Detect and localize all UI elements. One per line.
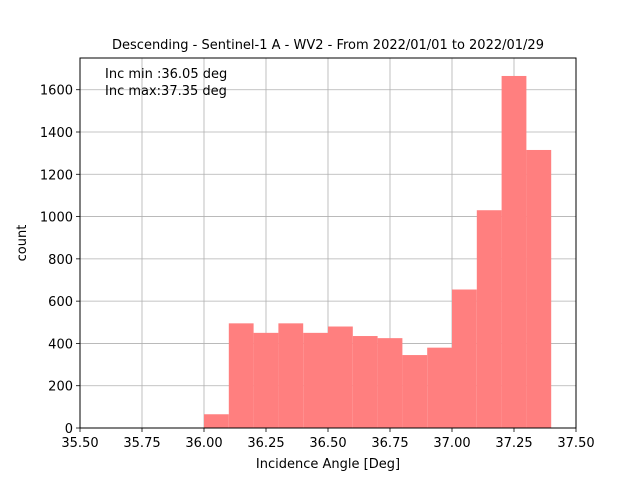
histogram-bar — [427, 347, 452, 428]
histogram-bar — [278, 323, 304, 428]
y-tick-label: 400 — [48, 337, 73, 352]
x-tick-label: 37.25 — [495, 436, 532, 451]
x-tick-label: 36.25 — [247, 436, 284, 451]
annotation-inc-max: Inc max:37.35 deg — [105, 84, 227, 99]
chart-title: Descending - Sentinel-1 A - WV2 - From 2… — [112, 38, 544, 53]
y-tick-label: 1200 — [40, 168, 73, 183]
histogram-bar — [228, 323, 254, 428]
histogram-bars — [204, 75, 552, 428]
histogram-bar — [352, 336, 378, 428]
x-tick-label: 35.75 — [123, 436, 160, 451]
y-tick-label: 1400 — [40, 126, 73, 141]
y-tick-label: 800 — [48, 253, 73, 268]
histogram-bar — [204, 414, 229, 428]
y-axis-ticks: 0 200 400 600 800 1000 1200 1400 1600 — [40, 84, 80, 437]
y-axis-label: count — [15, 225, 30, 262]
histogram-bar — [328, 326, 353, 428]
histogram-bar — [476, 210, 502, 428]
y-tick-label: 600 — [48, 295, 73, 310]
histogram-bar — [402, 355, 428, 428]
x-axis-ticks: 35.50 35.75 36.00 36.25 36.50 36.75 37.00 37.25… — [61, 428, 595, 451]
histogram-bar — [377, 338, 403, 428]
histogram-bar — [526, 149, 552, 428]
y-tick-label: 1000 — [40, 211, 73, 226]
y-tick-label: 0 — [65, 422, 73, 437]
x-tick-label: 37.00 — [433, 436, 470, 451]
histogram-bar — [303, 332, 328, 428]
y-tick-label: 200 — [48, 380, 73, 395]
histogram-bar — [253, 332, 279, 428]
y-tick-label: 1600 — [40, 84, 73, 99]
x-tick-label: 36.00 — [185, 436, 222, 451]
x-axis-label: Incidence Angle [Deg] — [256, 457, 400, 472]
histogram-bar — [452, 289, 477, 428]
x-tick-label: 37.50 — [557, 436, 594, 451]
x-tick-label: 36.50 — [309, 436, 346, 451]
x-tick-label: 35.50 — [61, 436, 98, 451]
annotation-inc-min: Inc min :36.05 deg — [105, 67, 227, 82]
x-tick-label: 36.75 — [371, 436, 408, 451]
histogram-bar — [501, 75, 527, 428]
